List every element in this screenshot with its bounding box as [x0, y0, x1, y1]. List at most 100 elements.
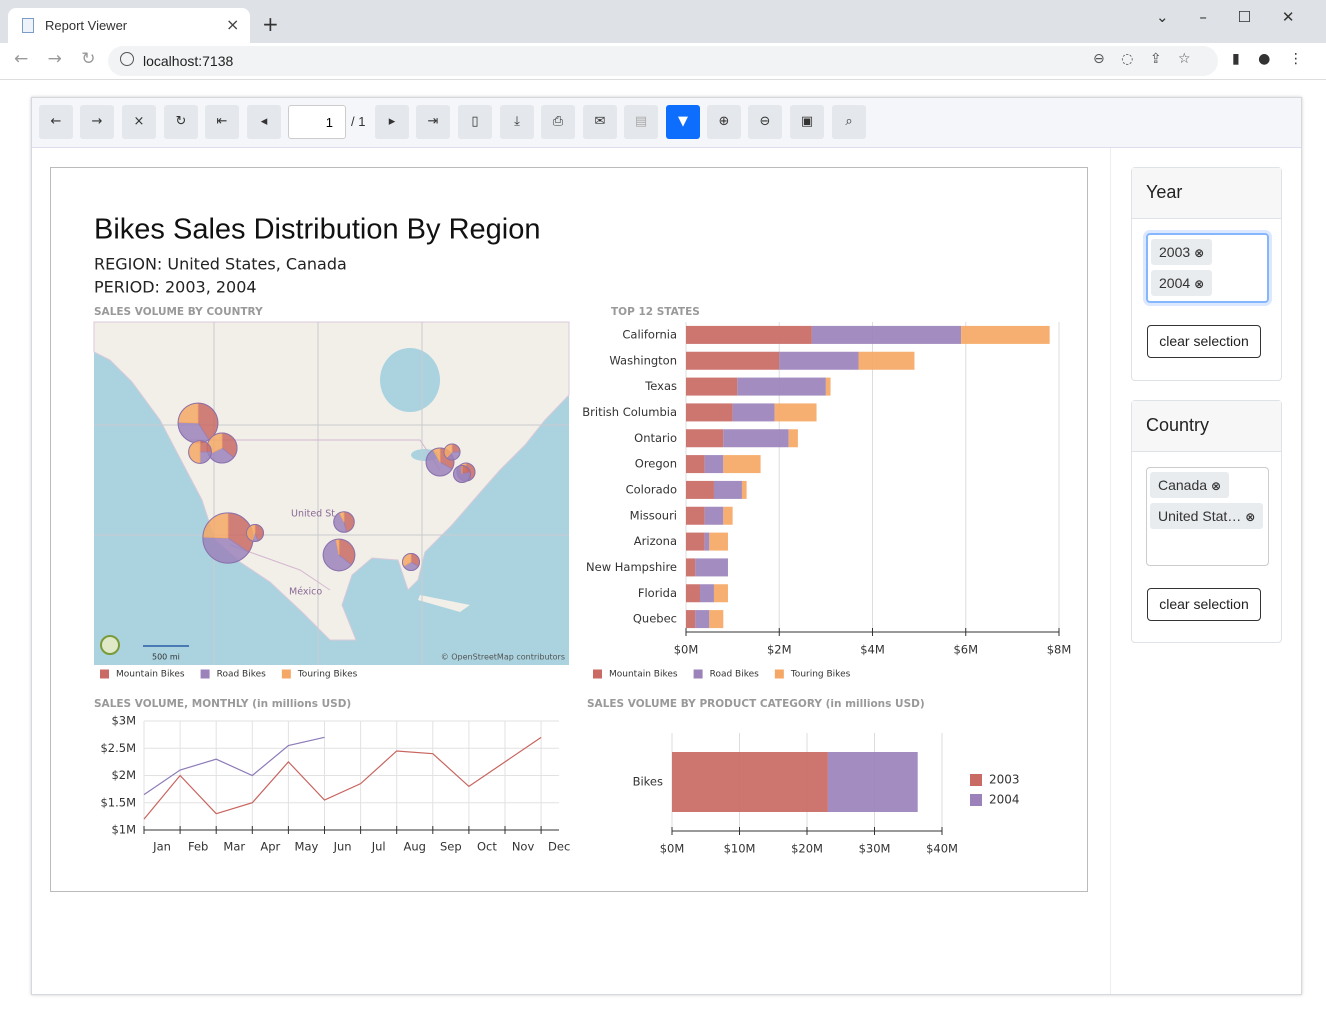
forward-button[interactable]: → [80, 105, 114, 139]
map-pie [188, 440, 212, 464]
chip-input[interactable]: 2003 ⊗ 2004 ⊗ [1146, 233, 1269, 303]
chip[interactable]: 2004 ⊗ [1151, 270, 1213, 296]
browser-icons[interactable]: ▮ ● ⋮ [1232, 51, 1303, 67]
map-land [93, 321, 570, 641]
category-label: Missouri [630, 508, 677, 522]
print-button[interactable]: ⎙ [541, 105, 575, 139]
chip[interactable]: Canada ⊗ [1150, 472, 1230, 498]
pie-outline [443, 443, 461, 461]
page-setup-button[interactable]: ▯ [458, 105, 492, 139]
category-label: Ontario [634, 431, 677, 445]
legend-label: Touring Bikes [790, 670, 851, 680]
next-page-button[interactable]: ▸ [375, 105, 409, 139]
clear-button[interactable]: clear selection [1147, 325, 1261, 358]
x-tick-label: $20M [791, 842, 823, 856]
legend-swatch [100, 669, 109, 679]
legend-label: 2004 [989, 793, 1020, 807]
window-controls[interactable]: ⌄ – ☐ ✕ [1156, 8, 1295, 26]
chip-label: Canada [1158, 477, 1208, 493]
pie-outline [452, 464, 472, 484]
x-tick-label: Jan [152, 840, 171, 854]
bar-segment [788, 429, 798, 448]
category-label: Bikes [633, 775, 663, 789]
line-series [143, 736, 542, 820]
email-button[interactable]: ✉ [583, 105, 617, 139]
category-label: Oregon [635, 457, 677, 471]
zoom-in-button[interactable]: ⊕ [707, 105, 741, 139]
last-page-button[interactable]: ⇥ [416, 105, 450, 139]
zoom-out-button[interactable]: ⊖ [748, 105, 782, 139]
legend-label: Mountain Bikes [116, 670, 185, 680]
chip-label: 2004 [1159, 275, 1191, 291]
bar-segment [672, 752, 828, 812]
filter-title: Year [1132, 168, 1281, 219]
map-pie [245, 523, 265, 543]
tab-close[interactable]: × [226, 15, 240, 34]
bar-segment [827, 752, 918, 812]
url: localhost:7138 [143, 53, 234, 69]
bar-segment [723, 455, 761, 474]
x-tick-label: $6M [953, 643, 978, 657]
back-button[interactable]: ← [39, 105, 73, 139]
bar-segment [732, 403, 775, 422]
tab-icon [22, 18, 34, 33]
bar-segment [686, 584, 700, 603]
x-tick-label: Oct [477, 840, 497, 854]
category-label: Washington [609, 353, 677, 367]
y-tick-label: $3M [111, 714, 136, 728]
chip-label: United Stat… [1158, 508, 1242, 524]
info-icon [120, 52, 134, 66]
document-button[interactable]: ▤ [624, 105, 658, 139]
bar-segment [686, 377, 738, 396]
new-tab[interactable]: + [262, 12, 279, 36]
legend-label: Road Bikes [217, 670, 267, 680]
address-bar[interactable]: localhost:7138 ⊖ ◌ ⇪ ☆ [108, 46, 1218, 76]
chart-title: TOP 12 STATES [611, 306, 700, 318]
map-pie [202, 512, 254, 564]
page-input[interactable]: 1 [288, 105, 346, 139]
category-label: British Columbia [582, 405, 677, 419]
chip[interactable]: 2003 ⊗ [1151, 239, 1213, 265]
search-button[interactable]: ⌕ [832, 105, 866, 139]
pie-outline [188, 440, 212, 464]
map-pie [443, 443, 461, 461]
bar-segment [704, 455, 724, 474]
legend-swatch [774, 669, 784, 679]
bar-segment [686, 506, 705, 525]
stop-button[interactable]: × [122, 105, 156, 139]
bar-segment [686, 351, 780, 370]
map-pie [333, 511, 355, 533]
map-bay [380, 348, 440, 412]
x-tick-label: Apr [260, 840, 280, 854]
x-tick-label: May [295, 840, 319, 854]
address-icons[interactable]: ⊖ ◌ ⇪ ☆ [1093, 51, 1191, 67]
country-filter: Country Canada ⊗ United Stat… ⊗ clear sele… [1131, 400, 1282, 643]
clear-button[interactable]: clear selection [1147, 588, 1261, 621]
bar-segment [825, 377, 831, 396]
y-tick-label: $2.5M [100, 741, 136, 755]
fullscreen-button[interactable]: ▣ [790, 105, 824, 139]
bar-segment [704, 506, 724, 525]
chip[interactable]: United Stat… ⊗ [1150, 503, 1264, 529]
map-label: United St [291, 509, 335, 520]
chip-input[interactable]: Canada ⊗ United Stat… ⊗ [1146, 467, 1269, 566]
nav-buttons[interactable]: ← → ↻ [14, 49, 96, 69]
tab[interactable]: Report Viewer × [8, 8, 250, 43]
x-tick-label: Nov [512, 840, 535, 854]
map-zoom-icon[interactable] [100, 635, 120, 655]
first-page-button[interactable]: ⇤ [205, 105, 239, 139]
refresh-button[interactable]: ↻ [164, 105, 198, 139]
chart-title: SALES VOLUME, MONTHLY (in millions USD) [94, 698, 351, 710]
bar-segment [811, 325, 962, 344]
prev-page-button[interactable]: ◂ [247, 105, 281, 139]
x-tick-label: $0M [660, 842, 685, 856]
category-label: Quebec [633, 612, 677, 626]
category-label: California [622, 327, 677, 341]
legend-swatch [593, 669, 602, 679]
map-label: México [289, 587, 322, 598]
filter-button[interactable]: ▼ [666, 105, 700, 139]
export-button[interactable]: ⤓ [500, 105, 534, 139]
bar-segment [737, 377, 826, 396]
pie-outline [425, 447, 455, 477]
legend-label: 2003 [989, 773, 1020, 787]
